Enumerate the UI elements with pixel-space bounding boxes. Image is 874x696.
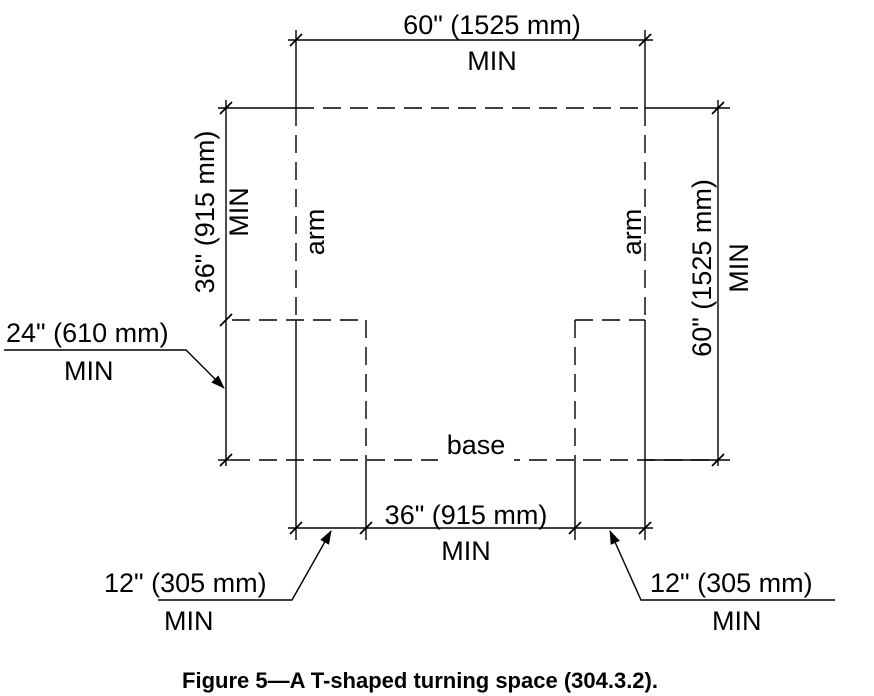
base-depth-min-label: MIN: [64, 356, 114, 386]
right-height-min-label: MIN: [724, 243, 754, 293]
right-offset-label: 12" (305 mm): [650, 568, 813, 598]
leader-lines: [4, 349, 835, 601]
t-shape-outline: [232, 107, 710, 461]
left-arm-depth-label: 36" (915 mm): [190, 131, 220, 294]
right-height-label: 60" (1525 mm): [687, 179, 717, 357]
tick-left-top: [219, 101, 233, 115]
right-offset-min-label: MIN: [712, 606, 762, 636]
tick-bottom-2: [359, 521, 373, 535]
top-width-min-label: MIN: [467, 46, 517, 76]
arm-left-label: arm: [300, 209, 330, 256]
base-width-label: 36" (915 mm): [385, 500, 548, 530]
tick-right-top: [711, 101, 725, 115]
figure-caption: Figure 5—A T-shaped turning space (304.3…: [182, 668, 658, 693]
base-width-min-label: MIN: [441, 536, 491, 566]
tick-right-bottom: [711, 453, 725, 467]
extension-lines: [218, 30, 730, 540]
leader-base-depth: [4, 349, 225, 389]
base-label-bg: [438, 436, 514, 468]
tick-top-right: [638, 33, 652, 47]
tick-bottom-1: [289, 521, 303, 535]
dimension-lines: [219, 33, 725, 535]
leader-right-offset: [609, 530, 835, 601]
arm-right-label: arm: [617, 209, 647, 256]
base-depth-label: 24" (610 mm): [6, 318, 169, 348]
left-arm-depth-min-label: MIN: [224, 187, 254, 237]
tick-left-bottom: [219, 453, 233, 467]
leader-left-offset: [158, 530, 332, 601]
base-label: base: [447, 430, 506, 460]
tick-top-left: [289, 33, 303, 47]
left-offset-label: 12" (305 mm): [104, 568, 267, 598]
tick-bottom-4: [638, 521, 652, 535]
top-width-label: 60" (1525 mm): [403, 10, 581, 40]
tick-bottom-3: [568, 521, 582, 535]
left-offset-min-label: MIN: [164, 606, 214, 636]
tick-left-mid: [219, 313, 233, 327]
